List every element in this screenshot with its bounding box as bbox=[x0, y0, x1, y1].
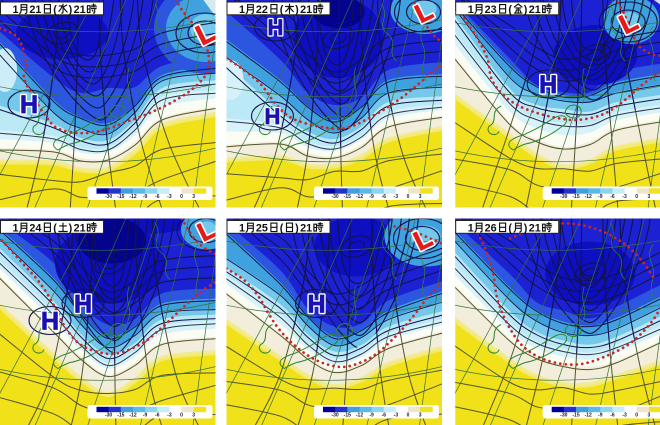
svg-text:): ) bbox=[69, 223, 73, 235]
svg-text:1: 1 bbox=[13, 223, 19, 235]
svg-text:H: H bbox=[268, 15, 284, 40]
svg-text:): ) bbox=[295, 4, 299, 16]
svg-text:H: H bbox=[307, 291, 325, 319]
svg-text:H: H bbox=[265, 104, 281, 129]
svg-text:21: 21 bbox=[74, 223, 86, 235]
svg-text:H: H bbox=[265, 104, 281, 129]
svg-text:21: 21 bbox=[529, 223, 541, 235]
svg-text:H: H bbox=[41, 308, 59, 336]
svg-text:H: H bbox=[268, 15, 284, 40]
svg-text:21: 21 bbox=[300, 223, 312, 235]
svg-text:H: H bbox=[74, 291, 92, 319]
svg-text:24: 24 bbox=[29, 223, 41, 235]
svg-text:23: 23 bbox=[485, 4, 497, 16]
svg-text:H: H bbox=[307, 291, 325, 319]
svg-text:25: 25 bbox=[256, 223, 268, 235]
svg-text:1: 1 bbox=[468, 223, 474, 235]
svg-text:21: 21 bbox=[529, 4, 541, 16]
svg-text:1: 1 bbox=[239, 223, 245, 235]
svg-text:1: 1 bbox=[468, 4, 474, 16]
svg-text:): ) bbox=[69, 4, 73, 16]
svg-text:): ) bbox=[295, 223, 299, 235]
svg-text:H: H bbox=[20, 91, 38, 119]
svg-text:H: H bbox=[20, 91, 38, 119]
svg-text:1: 1 bbox=[239, 4, 245, 16]
svg-text:): ) bbox=[524, 4, 528, 16]
svg-text:(: ( bbox=[280, 223, 284, 235]
svg-text:(: ( bbox=[53, 223, 57, 235]
svg-text:H: H bbox=[74, 291, 92, 319]
svg-text:(: ( bbox=[508, 223, 512, 235]
svg-text:H: H bbox=[41, 308, 59, 336]
svg-text:1: 1 bbox=[13, 4, 19, 16]
svg-text:(: ( bbox=[280, 4, 284, 16]
svg-text:H: H bbox=[539, 71, 557, 99]
svg-text:21: 21 bbox=[300, 4, 312, 16]
svg-text:21: 21 bbox=[29, 4, 41, 16]
svg-text:H: H bbox=[539, 71, 557, 99]
svg-text:26: 26 bbox=[485, 223, 497, 235]
svg-text:22: 22 bbox=[256, 4, 268, 16]
svg-text:21: 21 bbox=[74, 4, 86, 16]
svg-text:(: ( bbox=[508, 4, 512, 16]
svg-text:): ) bbox=[524, 223, 528, 235]
svg-text:(: ( bbox=[53, 4, 57, 16]
